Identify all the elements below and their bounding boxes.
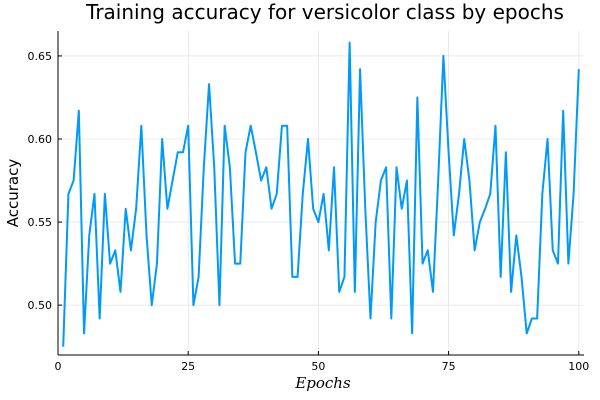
axes [57,31,584,356]
tick-labels: 0 25 50 75 100 0.50 0.55 0.60 0.65 [28,50,590,373]
x-tick-label-1: 25 [181,360,195,373]
chart-title: Training accuracy for versicolor class b… [85,0,564,24]
y-tick-label-3: 0.65 [28,50,53,63]
series-line-0 [62,41,580,347]
x-axis-label: Epochs [294,374,351,392]
series-layer [62,41,580,347]
x-tick-label-3: 75 [442,360,456,373]
x-tick-label-0: 0 [55,360,62,373]
y-tick-label-0: 0.50 [28,299,53,312]
x-tick-label-4: 100 [568,360,589,373]
y-tick-label-2: 0.60 [28,133,53,146]
x-tick-label-2: 50 [311,360,325,373]
y-axis-label: Accuracy [4,159,22,228]
y-tick-label-1: 0.55 [28,216,53,229]
